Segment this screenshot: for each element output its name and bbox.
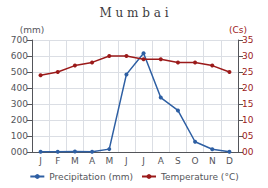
svg-text:Precipitation (mm): Precipitation (mm) <box>49 172 133 182</box>
svg-text:O: O <box>192 156 199 166</box>
svg-text:100: 100 <box>11 131 28 141</box>
svg-text:200: 200 <box>11 115 28 125</box>
svg-text:05: 05 <box>242 131 253 141</box>
svg-text:500: 500 <box>11 67 28 77</box>
svg-text:700: 700 <box>11 35 28 45</box>
svg-text:M: M <box>71 156 79 166</box>
svg-text:000: 000 <box>11 147 28 157</box>
svg-text:(mm): (mm) <box>20 25 45 35</box>
svg-text:M u m b a i: M u m b a i <box>99 6 168 20</box>
svg-text:N: N <box>209 156 216 166</box>
svg-text:D: D <box>226 156 233 166</box>
svg-text:(Cs): (Cs) <box>229 25 247 35</box>
svg-text:A: A <box>89 156 96 166</box>
svg-text:M: M <box>105 156 113 166</box>
svg-text:25: 25 <box>242 67 253 77</box>
svg-text:F: F <box>55 156 60 166</box>
svg-text:300: 300 <box>11 99 28 109</box>
svg-text:15: 15 <box>242 99 253 109</box>
svg-text:600: 600 <box>11 51 28 61</box>
svg-text:J: J <box>141 156 145 166</box>
svg-text:35: 35 <box>242 35 253 45</box>
svg-text:A: A <box>158 156 165 166</box>
svg-text:10: 10 <box>242 115 254 125</box>
svg-text:400: 400 <box>11 83 28 93</box>
svg-text:20: 20 <box>242 83 254 93</box>
svg-text:30: 30 <box>242 51 254 61</box>
svg-text:J: J <box>124 156 128 166</box>
svg-text:S: S <box>175 156 181 166</box>
svg-text:00: 00 <box>242 147 254 157</box>
svg-text:J: J <box>38 156 42 166</box>
svg-text:Temperature (°C): Temperature (°C) <box>160 172 239 182</box>
